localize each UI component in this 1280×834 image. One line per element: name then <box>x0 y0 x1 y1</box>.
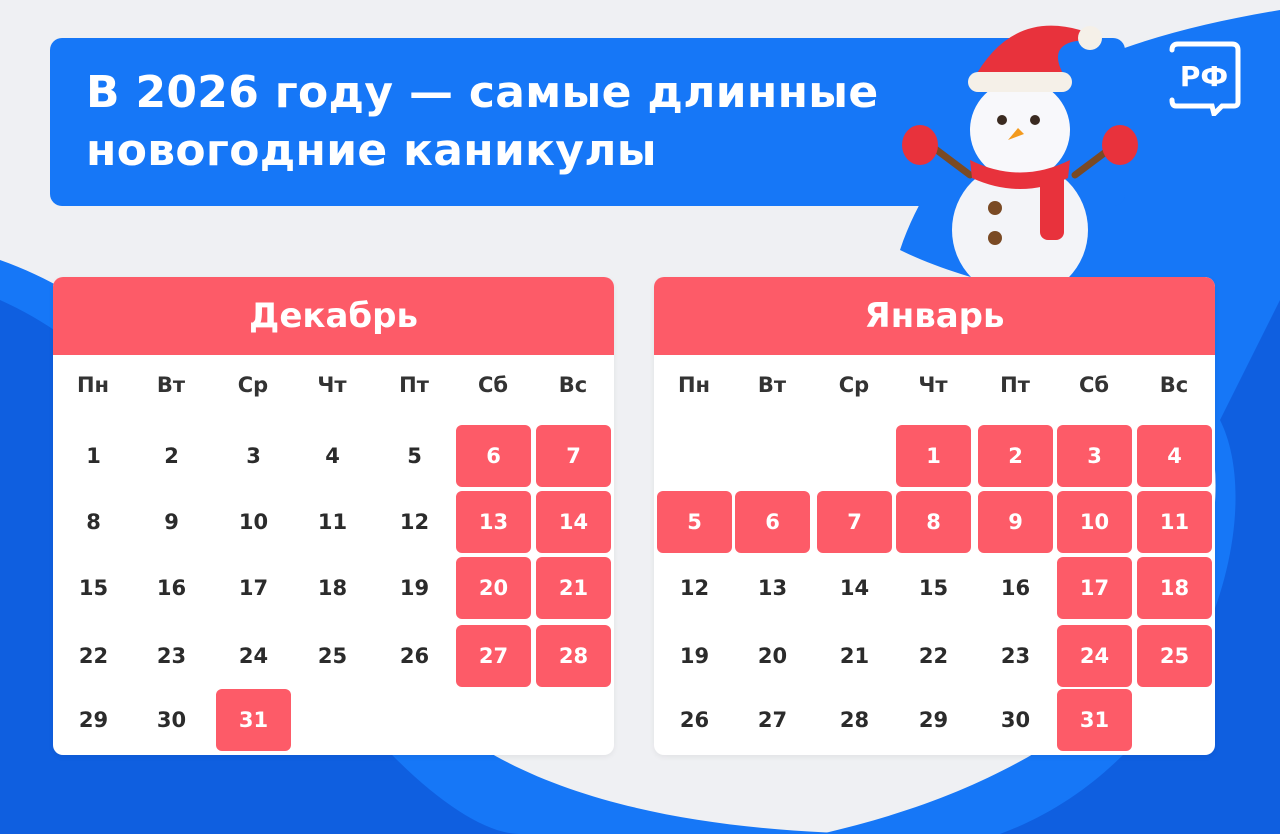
weekday-label: Вт <box>757 373 787 397</box>
holiday-day-cell: 20 <box>456 557 531 619</box>
holiday-day-cell: 2 <box>978 425 1053 487</box>
holiday-day-cell: 28 <box>536 625 611 687</box>
day-cell: 26 <box>399 644 430 668</box>
day-cell: 8 <box>86 510 101 534</box>
svg-text:РФ: РФ <box>1180 60 1228 93</box>
holiday-day-cell: 18 <box>1137 557 1212 619</box>
day-cell: 15 <box>918 576 949 600</box>
day-cell: 19 <box>679 644 710 668</box>
day-cell: 11 <box>317 510 348 534</box>
snowman-illustration <box>902 25 1138 280</box>
weekday-label: Пт <box>399 373 429 397</box>
month-header: Декабрь <box>53 277 614 355</box>
weekday-label: Пн <box>76 373 110 397</box>
holiday-day-cell: 25 <box>1137 625 1212 687</box>
day-cell: 4 <box>325 444 340 468</box>
day-cell: 16 <box>1000 576 1031 600</box>
title-banner: В 2026 году — самые длинные новогодние ка… <box>50 38 1125 206</box>
day-cell: 23 <box>156 644 187 668</box>
holiday-day-cell: 7 <box>536 425 611 487</box>
holiday-day-cell: 6 <box>456 425 531 487</box>
day-cell: 30 <box>156 708 187 732</box>
day-cell: 22 <box>918 644 949 668</box>
holiday-day-cell: 31 <box>1057 689 1132 751</box>
weekday-label: Ср <box>237 373 269 397</box>
holiday-day-cell: 21 <box>536 557 611 619</box>
weekday-label: Пн <box>677 373 711 397</box>
day-cell: 5 <box>407 444 422 468</box>
calendar-december: Декабрь Пн Вт Ср Чт Пт Сб Вс 1 2 3 4 5 6 7 8 9 10 11 12 13 1… <box>53 277 614 755</box>
day-cell: 26 <box>679 708 710 732</box>
weekday-label: Вс <box>1159 373 1189 397</box>
day-cell: 29 <box>918 708 949 732</box>
day-cell: 12 <box>679 576 710 600</box>
page-title: В 2026 году — самые длинные новогодние ка… <box>86 64 1125 180</box>
holiday-day-cell: 17 <box>1057 557 1132 619</box>
day-cell: 15 <box>78 576 109 600</box>
day-cell: 20 <box>757 644 788 668</box>
holiday-day-cell: 7 <box>817 491 892 553</box>
weekday-label: Сб <box>1078 373 1110 397</box>
day-cell: 3 <box>246 444 261 468</box>
holiday-day-cell: 1 <box>896 425 971 487</box>
weekday-label: Вс <box>558 373 588 397</box>
weekday-label: Вт <box>156 373 186 397</box>
holiday-day-cell: 8 <box>896 491 971 553</box>
day-cell: 23 <box>1000 644 1031 668</box>
day-cell: 10 <box>238 510 269 534</box>
holiday-day-cell: 31 <box>216 689 291 751</box>
day-cell: 13 <box>757 576 788 600</box>
holiday-day-cell: 6 <box>735 491 810 553</box>
weekday-label: Сб <box>477 373 509 397</box>
holiday-day-cell: 27 <box>456 625 531 687</box>
holiday-day-cell: 9 <box>978 491 1053 553</box>
day-cell: 29 <box>78 708 109 732</box>
day-cell: 21 <box>839 644 870 668</box>
weekday-label: Чт <box>317 373 347 397</box>
day-cell: 27 <box>757 708 788 732</box>
day-cell: 2 <box>164 444 179 468</box>
weekday-label: Чт <box>918 373 948 397</box>
holiday-day-cell: 3 <box>1057 425 1132 487</box>
weekday-label: Пт <box>1000 373 1030 397</box>
day-cell: 22 <box>78 644 109 668</box>
day-cell: 24 <box>238 644 269 668</box>
day-cell: 25 <box>317 644 348 668</box>
holiday-day-cell: 13 <box>456 491 531 553</box>
holiday-day-cell: 10 <box>1057 491 1132 553</box>
day-cell: 17 <box>238 576 269 600</box>
title-line-2: новогодние каникулы <box>86 125 657 176</box>
holiday-day-cell: 11 <box>1137 491 1212 553</box>
day-cell: 14 <box>839 576 870 600</box>
title-line-1: В 2026 году — самые длинные <box>86 67 879 118</box>
day-cell: 9 <box>164 510 179 534</box>
day-cell: 18 <box>317 576 348 600</box>
holiday-day-cell: 4 <box>1137 425 1212 487</box>
day-cell: 12 <box>399 510 430 534</box>
rf-logo: РФ <box>1169 41 1241 116</box>
day-cell: 19 <box>399 576 430 600</box>
calendar-january: Январь Пн Вт Ср Чт Пт Сб Вс 1 2 3 4 5 6 7 8 9 10 11 12 13 14… <box>654 277 1215 755</box>
day-cell: 30 <box>1000 708 1031 732</box>
day-cell: 28 <box>839 708 870 732</box>
holiday-day-cell: 24 <box>1057 625 1132 687</box>
holiday-day-cell: 14 <box>536 491 611 553</box>
day-cell: 16 <box>156 576 187 600</box>
day-cell: 1 <box>86 444 101 468</box>
month-header: Январь <box>654 277 1215 355</box>
holiday-day-cell: 5 <box>657 491 732 553</box>
weekday-label: Ср <box>838 373 870 397</box>
